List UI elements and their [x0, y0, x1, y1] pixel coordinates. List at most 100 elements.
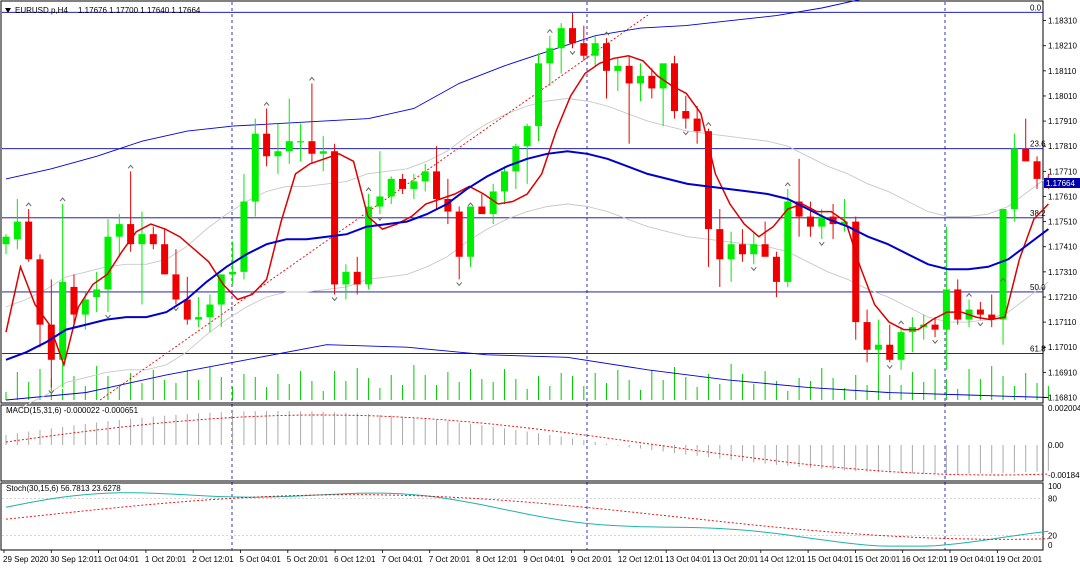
candle-body-bull [840, 221, 848, 225]
stoch-tick-label: 100 [1048, 482, 1062, 491]
candle-body-bear [183, 299, 191, 320]
candle-body-bull [501, 171, 509, 192]
fractal-down-arrow-icon [456, 282, 463, 287]
price-tick-label: 1.17810 [1048, 142, 1077, 151]
price-tick-label: 1.17910 [1048, 117, 1077, 126]
candle-body-bear [127, 224, 135, 245]
candle-body-bull [376, 196, 384, 207]
stochastic-indicator: 100 80 200 [2, 482, 1062, 550]
time-tick-label: 16 Oct 12:01 [902, 555, 948, 564]
main-panel-frame [0, 0, 1044, 404]
candle-body-bear [36, 259, 44, 325]
candle-body-bear [308, 141, 316, 154]
fib-level-label: 0.0 [1030, 3, 1042, 12]
candle-body-bear [478, 206, 486, 215]
candle-body-bear [863, 322, 871, 350]
candle-body-bull [818, 216, 826, 227]
candle-body-bull [557, 28, 565, 49]
candle-body-bull [727, 244, 735, 260]
fractal-up-arrow-icon [127, 164, 134, 169]
fractal-up-arrow-icon [603, 31, 610, 36]
time-tick-label: 29 Sep 2020 [3, 555, 49, 564]
candle-body-bear [580, 43, 588, 56]
candle-body-bull [421, 171, 429, 182]
time-tick-label: 19 Oct 04:01 [949, 555, 995, 564]
fractal-down-arrow-icon [105, 314, 111, 319]
fractal-down-arrow-icon [331, 297, 338, 302]
candle-body-bull [319, 151, 327, 154]
macd-tick-label: 0.00 [1048, 441, 1064, 450]
candle-body-bear [1022, 148, 1030, 162]
macd-indicator: 0.002004 0.00 -0.001847 [5, 404, 1080, 480]
candle-body-bear [852, 221, 860, 323]
candle-body-bull [535, 63, 543, 127]
time-tick-label: 8 Oct 12:01 [476, 555, 518, 564]
fractal-down-arrow-icon [173, 307, 179, 312]
candle-body-bull [342, 271, 350, 285]
fractal-up-arrow-icon [898, 320, 904, 325]
moving-averages [5, 55, 1050, 368]
fractal-up-arrow-icon [1000, 277, 1006, 282]
time-tick-label: 7 Oct 20:01 [429, 555, 471, 564]
candle-body-bear [693, 118, 701, 132]
candle-body-bull [13, 221, 21, 240]
candle-body-bear [444, 198, 452, 212]
bollinger-bands [5, 0, 1049, 414]
candle-body-bull [999, 209, 1007, 320]
ma-fast-line [5, 55, 1049, 368]
candle-body-bear [682, 111, 690, 119]
candle-body-bull [546, 48, 554, 64]
candle-body-bull [93, 289, 101, 297]
fractal-down-arrow-icon [569, 50, 576, 56]
candle-body-bull [523, 126, 531, 147]
price-tick-label: 1.17710 [1048, 167, 1077, 176]
time-tick-label: 9 Oct 20:01 [571, 555, 613, 564]
fractal-down-arrow-icon [818, 241, 825, 246]
time-tick-label: 9 Oct 04:01 [523, 555, 565, 564]
candle-body-bull [285, 141, 293, 152]
candle-body-bear [172, 274, 180, 300]
time-tick-label: 6 Oct 12:01 [334, 555, 376, 564]
candle-body-bear [1033, 161, 1041, 179]
candle-body-bear [399, 178, 407, 189]
candle-body-bear [625, 65, 633, 84]
macd-tick-label: 0.002004 [1048, 404, 1080, 413]
candlesticks [2, 13, 1052, 388]
candle-body-bull [240, 201, 248, 272]
candle-body-bull [251, 133, 259, 202]
candle-body-bull [274, 151, 282, 157]
collapse-triangle-icon[interactable] [5, 8, 11, 13]
candle-body-bull [297, 141, 305, 143]
trend-line[interactable] [99, 14, 649, 401]
fib-level-label: 38.2 [1030, 209, 1046, 218]
price-tick-label: 1.16910 [1048, 368, 1077, 377]
candle-body-bull [387, 178, 395, 197]
candle-body-bull [217, 274, 225, 305]
fractal-down-arrow-icon [750, 266, 757, 272]
stoch-tick-label: 80 [1048, 494, 1057, 503]
current-price-label: 1.17664 [1046, 179, 1075, 188]
fractal-down-arrow-icon [932, 339, 938, 344]
price-tick-label: 1.17610 [1048, 192, 1077, 201]
candle-body-bear [70, 286, 78, 315]
trend-line-segment [99, 14, 649, 401]
candle-body-bear [161, 244, 169, 275]
stoch-tick-label: 20 [1048, 532, 1057, 541]
fractal-up-arrow-icon [365, 187, 372, 192]
candle-body-bear [569, 28, 576, 44]
candle-body-bear [433, 171, 441, 199]
candle-body-bull [489, 191, 497, 215]
candle-body-bull [81, 299, 89, 315]
candle-body-bear [931, 324, 939, 330]
fractal-down-arrow-icon [886, 364, 893, 370]
time-tick-label: 14 Oct 12:01 [760, 555, 806, 564]
stoch-d-line [5, 494, 1049, 540]
price-tick-label: 1.18210 [1048, 42, 1077, 51]
bollinger-inner-lower [5, 203, 1049, 414]
fractal-up-arrow-icon [784, 182, 791, 187]
candle-body-bear [988, 314, 996, 320]
candle-body-bear [886, 344, 894, 360]
fractal-up-arrow-icon [263, 101, 270, 106]
